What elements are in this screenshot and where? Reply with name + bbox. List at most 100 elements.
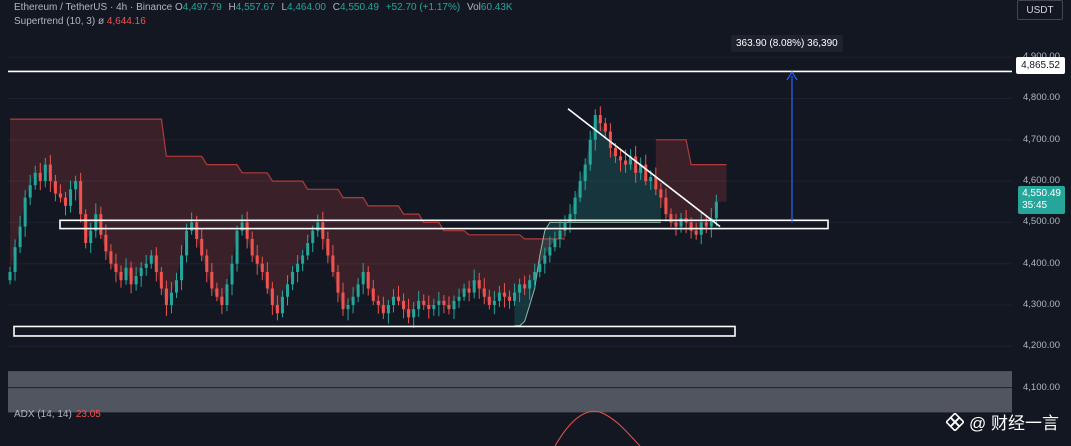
candle-130	[664, 197, 668, 215]
candle-127	[649, 176, 653, 182]
candle-140	[714, 201, 718, 219]
candle-17	[94, 214, 98, 231]
currency-unit-button[interactable]: USDT	[1017, 0, 1063, 20]
candle-40	[210, 271, 214, 289]
candle-103	[528, 280, 532, 289]
measure-tool-label: 363.90 (8.08%) 36,390	[731, 35, 843, 52]
candle-131	[669, 214, 673, 223]
candle-34	[180, 255, 184, 281]
candle-91	[467, 288, 471, 293]
candle-78	[402, 300, 406, 310]
candle-70	[361, 271, 365, 285]
supertrend-down2-line	[655, 139, 727, 166]
candle-136	[694, 230, 698, 235]
candle-31	[164, 288, 168, 305]
candle-85	[437, 300, 441, 305]
candle-13	[74, 181, 78, 190]
candle-113	[578, 181, 582, 198]
candle-41	[215, 288, 219, 297]
candle-71	[366, 271, 370, 289]
low-value: 4,464.00	[287, 2, 326, 13]
candle-35	[185, 230, 189, 256]
candle-100	[513, 292, 517, 301]
adx-legend[interactable]: ADX (14, 14) 23.05	[14, 409, 101, 420]
candle-37	[195, 222, 199, 239]
support-zone-0	[59, 219, 829, 230]
candle-94	[482, 288, 486, 297]
adx-name: ADX (14, 14)	[14, 409, 72, 420]
supertrend-down2-fill	[655, 139, 727, 235]
price-axis-label: 4,500.00	[1023, 216, 1060, 228]
candle-24	[129, 267, 133, 285]
symbol-name: Ethereum / TetherUS · 4h · Binance	[14, 2, 173, 13]
candle-52	[270, 288, 274, 305]
candle-98	[502, 292, 506, 297]
candle-86	[442, 300, 446, 305]
candle-49	[255, 255, 259, 264]
open-key: O	[175, 2, 183, 13]
indicator-symbol: ø	[97, 16, 105, 27]
candle-48	[250, 238, 254, 256]
candle-93	[477, 280, 481, 289]
candle-65	[336, 271, 340, 293]
candle-44	[230, 263, 234, 285]
indicator-value: 4,644.16	[106, 16, 146, 27]
candle-97	[497, 292, 501, 301]
candle-73	[376, 300, 380, 305]
candle-14	[79, 181, 83, 215]
adx-line	[554, 410, 641, 446]
candle-28	[149, 255, 153, 264]
candle-77	[396, 296, 401, 301]
candle-29	[154, 255, 158, 272]
candle-107	[548, 247, 552, 256]
candle-55	[285, 284, 290, 297]
candle-5	[33, 172, 37, 186]
candle-58	[301, 255, 305, 264]
candle-112	[573, 197, 577, 215]
candle-10	[58, 193, 62, 198]
candle-75	[386, 305, 390, 314]
candle-106	[543, 255, 547, 264]
candle-43	[225, 284, 229, 305]
price-axis-label: 4,300.00	[1023, 299, 1060, 310]
price-axis-label: 4,800.00	[1023, 92, 1060, 104]
candle-79	[407, 309, 411, 318]
candle-6	[38, 172, 42, 182]
candle-51	[265, 271, 269, 289]
candle-8	[48, 164, 52, 182]
candle-84	[432, 305, 436, 310]
candle-90	[462, 288, 466, 297]
candle-47	[245, 222, 249, 239]
candle-123	[629, 156, 633, 165]
last-price-value: 4,550.49	[1022, 188, 1061, 199]
price-axis-label: 4,700.00	[1023, 133, 1060, 145]
candle-38	[200, 238, 204, 256]
candle-76	[391, 296, 395, 305]
candle-63	[326, 238, 330, 256]
candle-118	[603, 123, 607, 132]
candle-105	[538, 263, 542, 272]
candle-69	[356, 284, 360, 297]
volume-value: 60.43K	[480, 2, 513, 13]
candle-1	[13, 247, 17, 272]
binance-logo-icon	[946, 412, 965, 431]
price-axis-label: 4,100.00	[1023, 381, 1060, 393]
candle-80	[412, 309, 416, 318]
supertrend-down-line	[10, 118, 565, 240]
price-axis-label: 4,600.00	[1023, 175, 1060, 187]
candle-20	[109, 251, 113, 264]
trendline	[567, 108, 721, 228]
candle-67	[346, 305, 350, 310]
candle-42	[220, 296, 224, 305]
indicator-row[interactable]: Supertrend (10, 3) ø 4,644.16	[14, 16, 146, 28]
candle-68	[351, 296, 355, 305]
candle-66	[341, 292, 345, 310]
volume-key: Vol	[466, 2, 481, 13]
candle-101	[518, 284, 522, 293]
candle-39	[205, 255, 209, 272]
candle-120	[613, 148, 617, 157]
candle-countdown: 35:45	[1022, 200, 1048, 211]
high-key: H	[228, 2, 236, 13]
candle-108	[553, 238, 557, 248]
